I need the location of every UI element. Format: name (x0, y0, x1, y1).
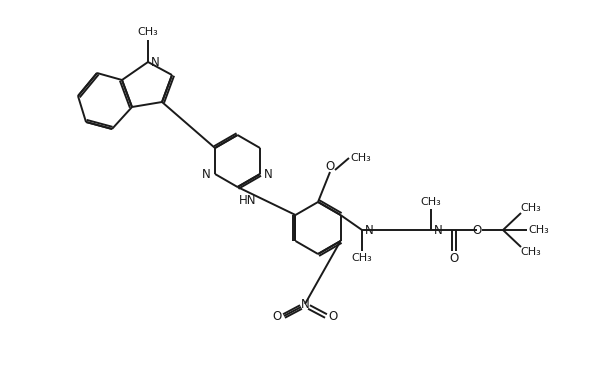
Text: N: N (202, 167, 211, 181)
Text: N: N (365, 223, 374, 236)
Text: CH₃: CH₃ (528, 225, 549, 235)
Text: CH₃: CH₃ (350, 153, 371, 163)
Text: CH₃: CH₃ (521, 203, 541, 213)
Text: N: N (151, 56, 160, 69)
Text: N: N (434, 223, 443, 236)
Text: N: N (301, 298, 309, 311)
Text: O: O (325, 161, 335, 174)
Text: O: O (472, 223, 482, 236)
Text: O: O (272, 309, 282, 322)
Text: CH₃: CH₃ (138, 27, 158, 37)
Text: HN: HN (239, 194, 257, 207)
Text: CH₃: CH₃ (352, 253, 373, 263)
Text: CH₃: CH₃ (521, 247, 541, 257)
Text: CH₃: CH₃ (421, 197, 441, 207)
Text: O: O (450, 252, 458, 265)
Text: N: N (264, 167, 273, 181)
Text: O: O (328, 309, 338, 322)
